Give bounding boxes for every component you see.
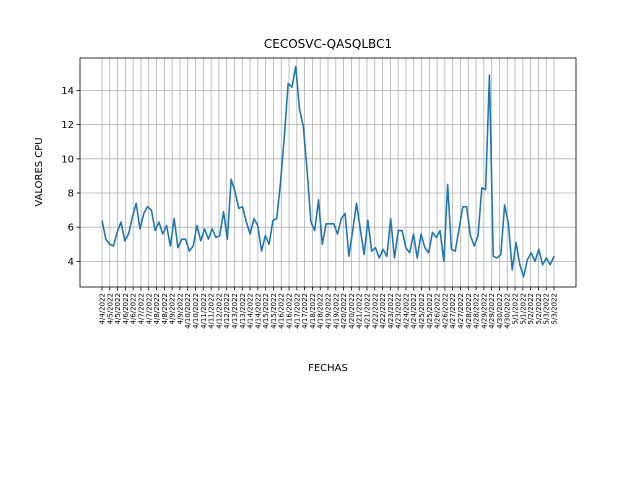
y-tick-label: 4 [68, 257, 74, 268]
x-tick-label: 4/9/2022 [169, 293, 177, 324]
x-tick-label: 4/11/2022 [208, 293, 216, 329]
x-tick-label: 4/27/2022 [457, 293, 465, 329]
x-tick-label: 4/14/2022 [247, 293, 255, 329]
x-tick-label: 4/18/2022 [309, 293, 317, 329]
y-tick-label: 8 [68, 189, 74, 200]
x-tick-label: 4/18/2022 [317, 293, 325, 329]
x-tick-label: 4/17/2022 [301, 293, 309, 329]
series-layer [101, 65, 555, 278]
x-tick-label: 4/8/2022 [153, 293, 161, 324]
x-tick-label: 4/17/2022 [293, 293, 301, 329]
x-tick-label: 4/9/2022 [176, 293, 184, 324]
x-tick-label: 4/12/2022 [223, 293, 231, 329]
x-tick-label: 4/28/2022 [473, 293, 481, 329]
y-tick-label: 14 [61, 86, 74, 97]
x-tick-label: 4/5/2022 [114, 293, 122, 324]
y-tick-label: 10 [61, 154, 74, 165]
x-tick-label: 4/20/2022 [340, 293, 348, 329]
x-tick-label: 4/15/2022 [262, 293, 270, 329]
x-tick-label: 4/6/2022 [130, 293, 138, 324]
y-tick-label: 6 [68, 223, 74, 234]
x-tick-label: 5/1/2022 [512, 293, 520, 324]
x-tick-label: 4/30/2022 [496, 293, 504, 329]
x-axis-ticks: 4/4/2022 4/5/2022 4/5/2022 4/6/2022 4/6/2022… [99, 287, 559, 329]
x-tick-label: 4/21/2022 [356, 293, 364, 329]
x-tick-label: 5/2/2022 [535, 293, 543, 324]
x-tick-label: 4/10/2022 [184, 293, 192, 329]
x-tick-label: 4/13/2022 [231, 293, 239, 329]
x-tick-label: 4/8/2022 [161, 293, 169, 324]
x-tick-label: 5/3/2022 [543, 293, 551, 324]
x-tick-label: 5/2/2022 [527, 293, 535, 324]
x-tick-label: 4/23/2022 [395, 293, 403, 329]
x-tick-label: 4/4/2022 [99, 293, 107, 324]
x-tick-label: 4/13/2022 [239, 293, 247, 329]
chart-title: CECOSVC-QASQLBC1 [264, 37, 392, 51]
x-tick-label: 4/15/2022 [270, 293, 278, 329]
x-tick-label: 4/11/2022 [200, 293, 208, 329]
x-tick-label: 4/14/2022 [254, 293, 262, 329]
x-tick-label: 4/28/2022 [465, 293, 473, 329]
x-tick-label: 4/29/2022 [480, 293, 488, 329]
x-tick-label: 4/19/2022 [325, 293, 333, 329]
y-axis-label: VALORES CPU [34, 137, 45, 206]
x-axis-label: FECHAS [308, 363, 348, 374]
x-tick-label: 4/22/2022 [371, 293, 379, 329]
x-tick-label: 4/25/2022 [418, 293, 426, 329]
x-tick-label: 4/20/2022 [348, 293, 356, 329]
y-axis-ticks: 4 6 8 10 12 14 [61, 86, 80, 268]
x-tick-label: 4/6/2022 [122, 293, 130, 324]
x-tick-label: 4/21/2022 [363, 293, 371, 329]
x-tick-label: 4/7/2022 [137, 293, 145, 324]
series-line-0 [101, 65, 555, 278]
x-tick-label: 4/12/2022 [215, 293, 223, 329]
x-tick-label: 4/29/2022 [488, 293, 496, 329]
x-tick-label: 4/25/2022 [426, 293, 434, 329]
grid-lines [80, 58, 576, 287]
x-tick-label: 4/24/2022 [410, 293, 418, 329]
x-tick-label: 4/7/2022 [145, 293, 153, 324]
x-tick-label: 4/16/2022 [278, 293, 286, 329]
x-tick-label: 4/10/2022 [192, 293, 200, 329]
x-tick-label: 4/19/2022 [332, 293, 340, 329]
x-tick-label: 4/30/2022 [504, 293, 512, 329]
x-tick-label: 5/3/2022 [551, 293, 559, 324]
x-tick-label: 4/26/2022 [434, 293, 442, 329]
x-tick-label: 4/5/2022 [106, 293, 114, 324]
x-tick-label: 4/16/2022 [286, 293, 294, 329]
x-tick-label: 5/1/2022 [519, 293, 527, 324]
y-tick-label: 12 [61, 120, 74, 131]
x-tick-label: 4/23/2022 [387, 293, 395, 329]
x-tick-label: 4/27/2022 [449, 293, 457, 329]
x-tick-label: 4/22/2022 [379, 293, 387, 329]
x-tick-label: 4/24/2022 [402, 293, 410, 329]
x-tick-label: 4/26/2022 [441, 293, 449, 329]
